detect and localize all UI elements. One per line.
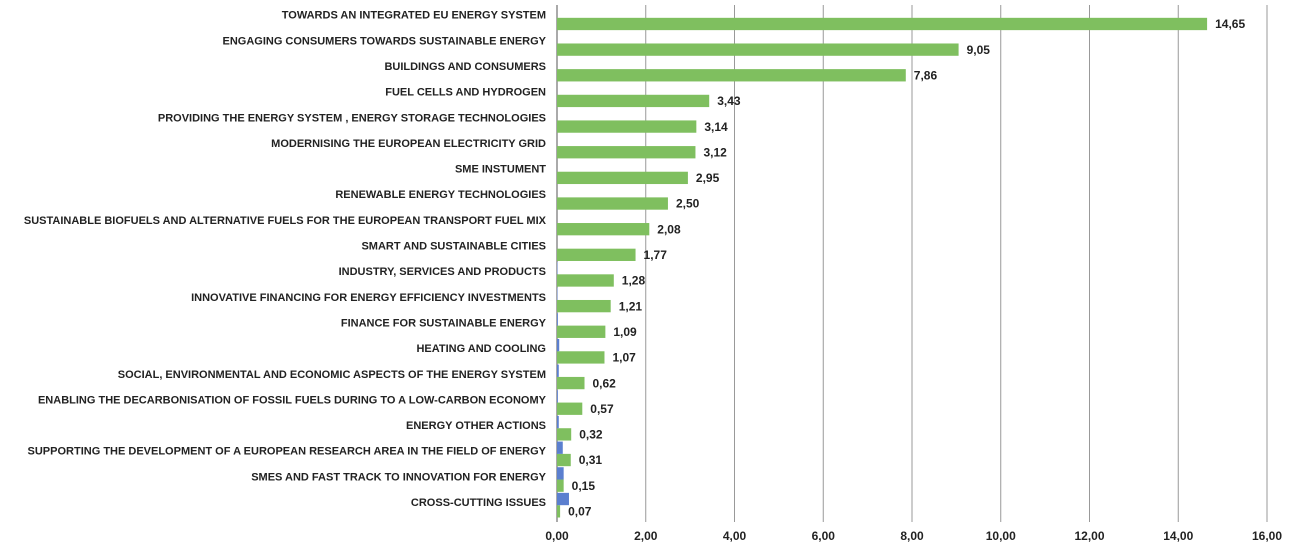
- category-label: BUILDINGS AND CONSUMERS: [384, 61, 546, 73]
- data-label: 0,57: [590, 402, 614, 416]
- bar: [557, 313, 558, 325]
- category-label: ENERGY OTHER ACTIONS: [406, 420, 546, 432]
- bar: [557, 69, 906, 81]
- x-tick-label: 0,00: [545, 529, 569, 543]
- category-label: SME INSTUMENT: [455, 164, 546, 176]
- bar: [557, 390, 558, 402]
- bar: [557, 326, 605, 338]
- data-label: 14,65: [1215, 17, 1245, 31]
- data-label: 2,95: [696, 171, 720, 185]
- bar: [557, 365, 559, 377]
- data-label: 7,86: [914, 68, 938, 82]
- category-label: FUEL CELLS AND HYDROGEN: [385, 87, 546, 99]
- bar: [557, 18, 1207, 30]
- bar: [557, 43, 959, 55]
- data-label: 1,09: [613, 325, 637, 339]
- category-label: INDUSTRY, SERVICES AND PRODUCTS: [339, 266, 546, 278]
- category-label: ENGAGING CONSUMERS TOWARDS SUSTAINABLE E…: [222, 35, 546, 47]
- category-label: TOWARDS AN INTEGRATED EU ENERGY SYSTEM: [282, 10, 546, 22]
- data-label: 3,14: [704, 120, 728, 134]
- bar: [557, 197, 668, 209]
- category-label: CROSS-CUTTING ISSUES: [411, 497, 546, 509]
- bar: [557, 120, 696, 132]
- bar: [557, 146, 695, 158]
- bar: [557, 403, 582, 415]
- x-tick-label: 8,00: [900, 529, 924, 543]
- bar: [557, 467, 564, 479]
- data-label: 9,05: [967, 43, 991, 57]
- bar: [557, 223, 649, 235]
- category-label: PROVIDING THE ENERGY SYSTEM , ENERGY STO…: [158, 112, 546, 124]
- data-label: 0,62: [593, 376, 617, 390]
- x-tick-label: 10,00: [986, 529, 1016, 543]
- bar: [557, 428, 571, 440]
- data-label: 0,32: [579, 428, 603, 442]
- x-tick-label: 2,00: [634, 529, 658, 543]
- data-label: 3,12: [703, 145, 727, 159]
- category-label: RENEWABLE ENERGY TECHNOLOGIES: [335, 189, 546, 201]
- bar: [557, 493, 569, 505]
- x-tick-label: 16,00: [1252, 529, 1282, 543]
- data-label: 1,21: [619, 299, 643, 313]
- category-label: ENABLING THE DECARBONISATION OF FOSSIL F…: [38, 394, 547, 406]
- bar: [557, 377, 585, 389]
- bar: [557, 416, 559, 428]
- data-label: 0,31: [579, 453, 603, 467]
- bar: [557, 480, 564, 492]
- category-label: FINANCE FOR SUSTAINABLE ENERGY: [341, 317, 547, 329]
- data-label: 0,15: [572, 479, 596, 493]
- data-label: 0,07: [568, 505, 592, 519]
- bar: [557, 249, 636, 261]
- bar: [557, 351, 604, 363]
- x-tick-label: 12,00: [1074, 529, 1104, 543]
- category-label: INNOVATIVE FINANCING FOR ENERGY EFFICIEN…: [191, 292, 546, 304]
- bar: [557, 454, 571, 466]
- data-label: 2,50: [676, 197, 700, 211]
- bar: [557, 300, 611, 312]
- bar: [557, 172, 688, 184]
- x-tick-label: 6,00: [812, 529, 836, 543]
- bar: [557, 442, 563, 454]
- data-label: 1,28: [622, 274, 646, 288]
- bar: [557, 505, 560, 517]
- data-label: 2,08: [657, 222, 681, 236]
- data-label: 3,43: [717, 94, 741, 108]
- category-label: SOCIAL, ENVIRONMENTAL AND ECONOMIC ASPEC…: [118, 369, 546, 381]
- bar: [557, 95, 709, 107]
- category-label: SMES AND FAST TRACK TO INNOVATION FOR EN…: [251, 471, 546, 483]
- data-label: 1,07: [612, 351, 636, 365]
- category-label: SUPPORTING THE DEVELOPMENT OF A EUROPEAN…: [28, 446, 547, 458]
- category-label: MODERNISING THE EUROPEAN ELECTRICITY GRI…: [271, 138, 546, 150]
- x-tick-label: 14,00: [1163, 529, 1193, 543]
- x-tick-label: 4,00: [723, 529, 747, 543]
- category-label: SUSTAINABLE BIOFUELS AND ALTERNATIVE FUE…: [24, 215, 547, 227]
- category-label: SMART AND SUSTAINABLE CITIES: [361, 241, 546, 253]
- category-label: HEATING AND COOLING: [416, 343, 546, 355]
- bar: [557, 274, 614, 286]
- data-label: 1,77: [644, 248, 668, 262]
- bar: [557, 339, 559, 351]
